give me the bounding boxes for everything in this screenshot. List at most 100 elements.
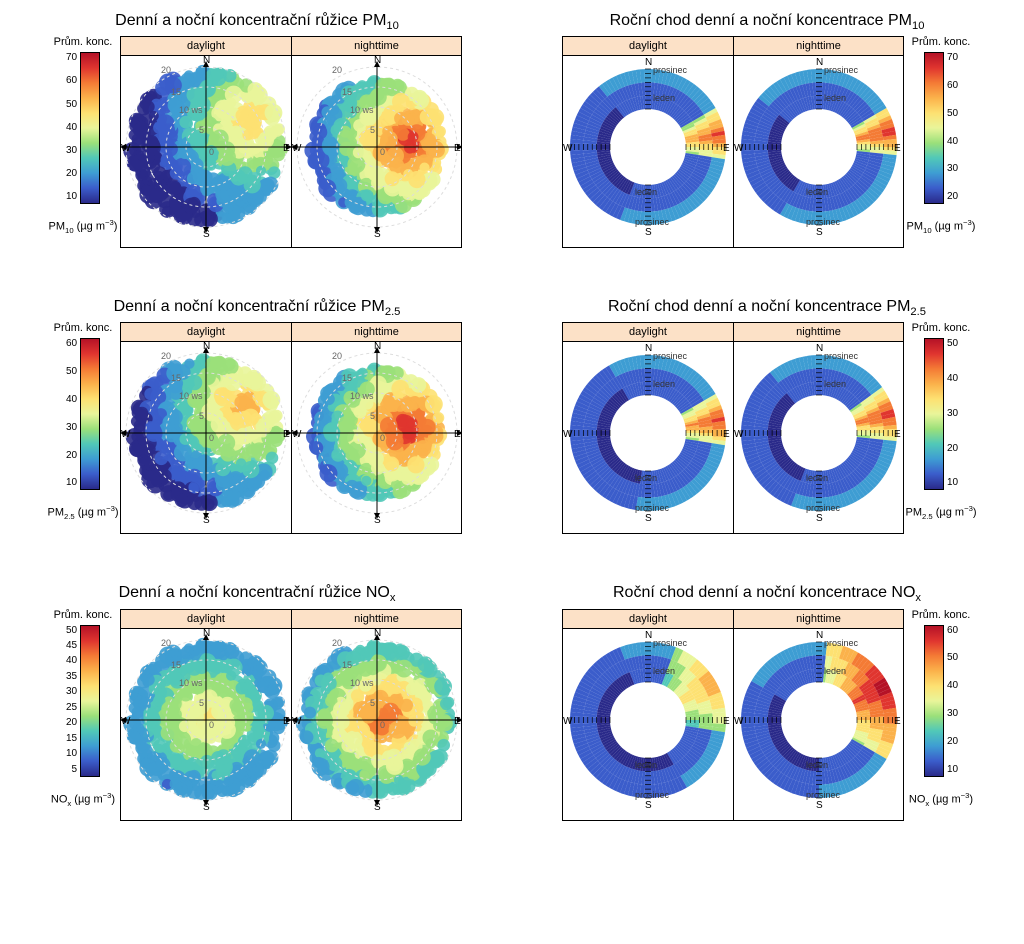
panel-pair: daylightNESWprosinecledenledenprosinecni… xyxy=(562,36,904,248)
legend-unit: PM2.5 (µg m−3) xyxy=(905,504,976,521)
compass-W: W xyxy=(563,143,572,154)
compass-N: N xyxy=(816,343,823,354)
compass-W: W xyxy=(734,716,743,727)
month-label: leden xyxy=(653,93,675,103)
month-label: prosinec xyxy=(806,790,840,800)
chart-cell: Roční chod denní a noční koncentrace PM2… xyxy=(522,298,1012,534)
ring-tick: 5 xyxy=(370,125,375,135)
ring-tick: 15 xyxy=(171,660,181,670)
compass-E: E xyxy=(454,716,461,727)
compass-S: S xyxy=(816,800,823,811)
plot-area: 20155010 wsNESW xyxy=(292,341,461,533)
month-label: leden xyxy=(806,187,828,197)
colorbar-legend: Prům. konc.70605040302010PM10 (µg m−3) xyxy=(52,36,114,235)
rose-plot xyxy=(121,628,291,820)
ring-tick: 20 xyxy=(161,638,171,648)
plot-area: NESWprosinecledenledenprosinec xyxy=(563,628,733,820)
legend-ticks: 605040302010 xyxy=(66,338,80,488)
chart-title: Roční chod denní a noční koncentrace PM2… xyxy=(608,298,926,318)
ring-unit: 10 ws xyxy=(179,105,203,115)
month-label: prosinec xyxy=(635,790,669,800)
compass-W: W xyxy=(292,716,301,727)
compass-S: S xyxy=(645,800,652,811)
panel-strip: daylight xyxy=(121,323,291,342)
month-label: leden xyxy=(824,379,846,389)
legend-bar xyxy=(924,52,944,204)
panel-pair: daylightNESWprosinecledenledenprosinecni… xyxy=(562,322,904,534)
rose-plot xyxy=(121,55,291,247)
plot-area: NESWprosinecledenledenprosinec xyxy=(563,341,733,533)
compass-E: E xyxy=(454,429,461,440)
compass-E: E xyxy=(283,716,290,727)
plot-area: NESWprosinecledenledenprosinec xyxy=(734,341,903,533)
compass-E: E xyxy=(723,429,730,440)
compass-W: W xyxy=(121,143,130,154)
compass-S: S xyxy=(816,513,823,524)
compass-N: N xyxy=(645,343,652,354)
panel: nighttimeNESWprosinecledenledenprosinec xyxy=(733,37,903,247)
compass-N: N xyxy=(374,55,381,66)
ring-tick: 0 xyxy=(209,720,214,730)
panel-pair: daylight20155010 wsNESWnighttime20155010… xyxy=(120,36,462,248)
legend-bar xyxy=(80,338,100,490)
legend-ticks: 706050403020 xyxy=(944,52,958,202)
chart-cell: Denní a noční koncentrační růžice PM10Pr… xyxy=(12,12,502,248)
month-label: prosinec xyxy=(653,638,687,648)
panel: daylight20155010 wsNESW xyxy=(121,323,291,533)
legend-ticks: 605040302010 xyxy=(944,625,958,775)
legend-label: Prům. konc. xyxy=(54,322,113,334)
ring-unit: 10 ws xyxy=(350,678,374,688)
legend-unit: PM10 (µg m−3) xyxy=(907,218,976,235)
panel-strip: daylight xyxy=(121,37,291,56)
compass-N: N xyxy=(816,57,823,68)
rose-plot xyxy=(292,628,461,820)
legend-label: Prům. konc. xyxy=(912,609,971,621)
compass-W: W xyxy=(563,429,572,440)
panel-strip: daylight xyxy=(563,37,733,56)
colorbar-legend: Prům. konc.5040302010PM2.5 (µg m−3) xyxy=(910,322,972,521)
month-label: leden xyxy=(806,760,828,770)
panel: daylightNESWprosinecledenledenprosinec xyxy=(563,37,733,247)
ring-tick: 20 xyxy=(332,638,342,648)
legend-bar xyxy=(80,52,100,204)
compass-E: E xyxy=(723,716,730,727)
ring-tick: 0 xyxy=(380,433,385,443)
compass-S: S xyxy=(203,229,210,240)
panel: nighttime20155010 wsNESW xyxy=(291,37,461,247)
month-label: leden xyxy=(635,760,657,770)
ring-tick: 15 xyxy=(342,660,352,670)
ring-tick: 15 xyxy=(342,373,352,383)
panel: nighttime20155010 wsNESW xyxy=(291,323,461,533)
legend-unit: NOx (µg m−3) xyxy=(51,791,115,808)
compass-S: S xyxy=(374,229,381,240)
panel-strip: nighttime xyxy=(734,37,903,56)
legend-unit: PM2.5 (µg m−3) xyxy=(47,504,118,521)
panel: daylightNESWprosinecledenledenprosinec xyxy=(563,610,733,820)
compass-N: N xyxy=(374,628,381,639)
panel: nighttimeNESWprosinecledenledenprosinec xyxy=(733,610,903,820)
panel: nighttime20155010 wsNESW xyxy=(291,610,461,820)
legend-bar xyxy=(924,625,944,777)
compass-N: N xyxy=(203,55,210,66)
compass-W: W xyxy=(292,429,301,440)
rose-plot xyxy=(292,55,461,247)
month-label: prosinec xyxy=(653,351,687,361)
panel-strip: nighttime xyxy=(292,610,461,629)
panel-strip: nighttime xyxy=(734,610,903,629)
rose-plot xyxy=(121,341,291,533)
ring-unit: 10 ws xyxy=(179,678,203,688)
month-label: prosinec xyxy=(806,217,840,227)
legend-ticks: 5040302010 xyxy=(944,338,958,488)
compass-W: W xyxy=(121,429,130,440)
compass-S: S xyxy=(374,802,381,813)
ring-tick: 15 xyxy=(171,87,181,97)
panel: daylightNESWprosinecledenledenprosinec xyxy=(563,323,733,533)
month-label: prosinec xyxy=(653,65,687,75)
panel-strip: daylight xyxy=(563,323,733,342)
compass-N: N xyxy=(645,57,652,68)
chart-cell: Roční chod denní a noční koncentrace PM1… xyxy=(522,12,1012,248)
month-label: prosinec xyxy=(824,638,858,648)
plot-area: NESWprosinecledenledenprosinec xyxy=(734,55,903,247)
plot-area: 20155010 wsNESW xyxy=(121,341,291,533)
compass-E: E xyxy=(894,429,901,440)
